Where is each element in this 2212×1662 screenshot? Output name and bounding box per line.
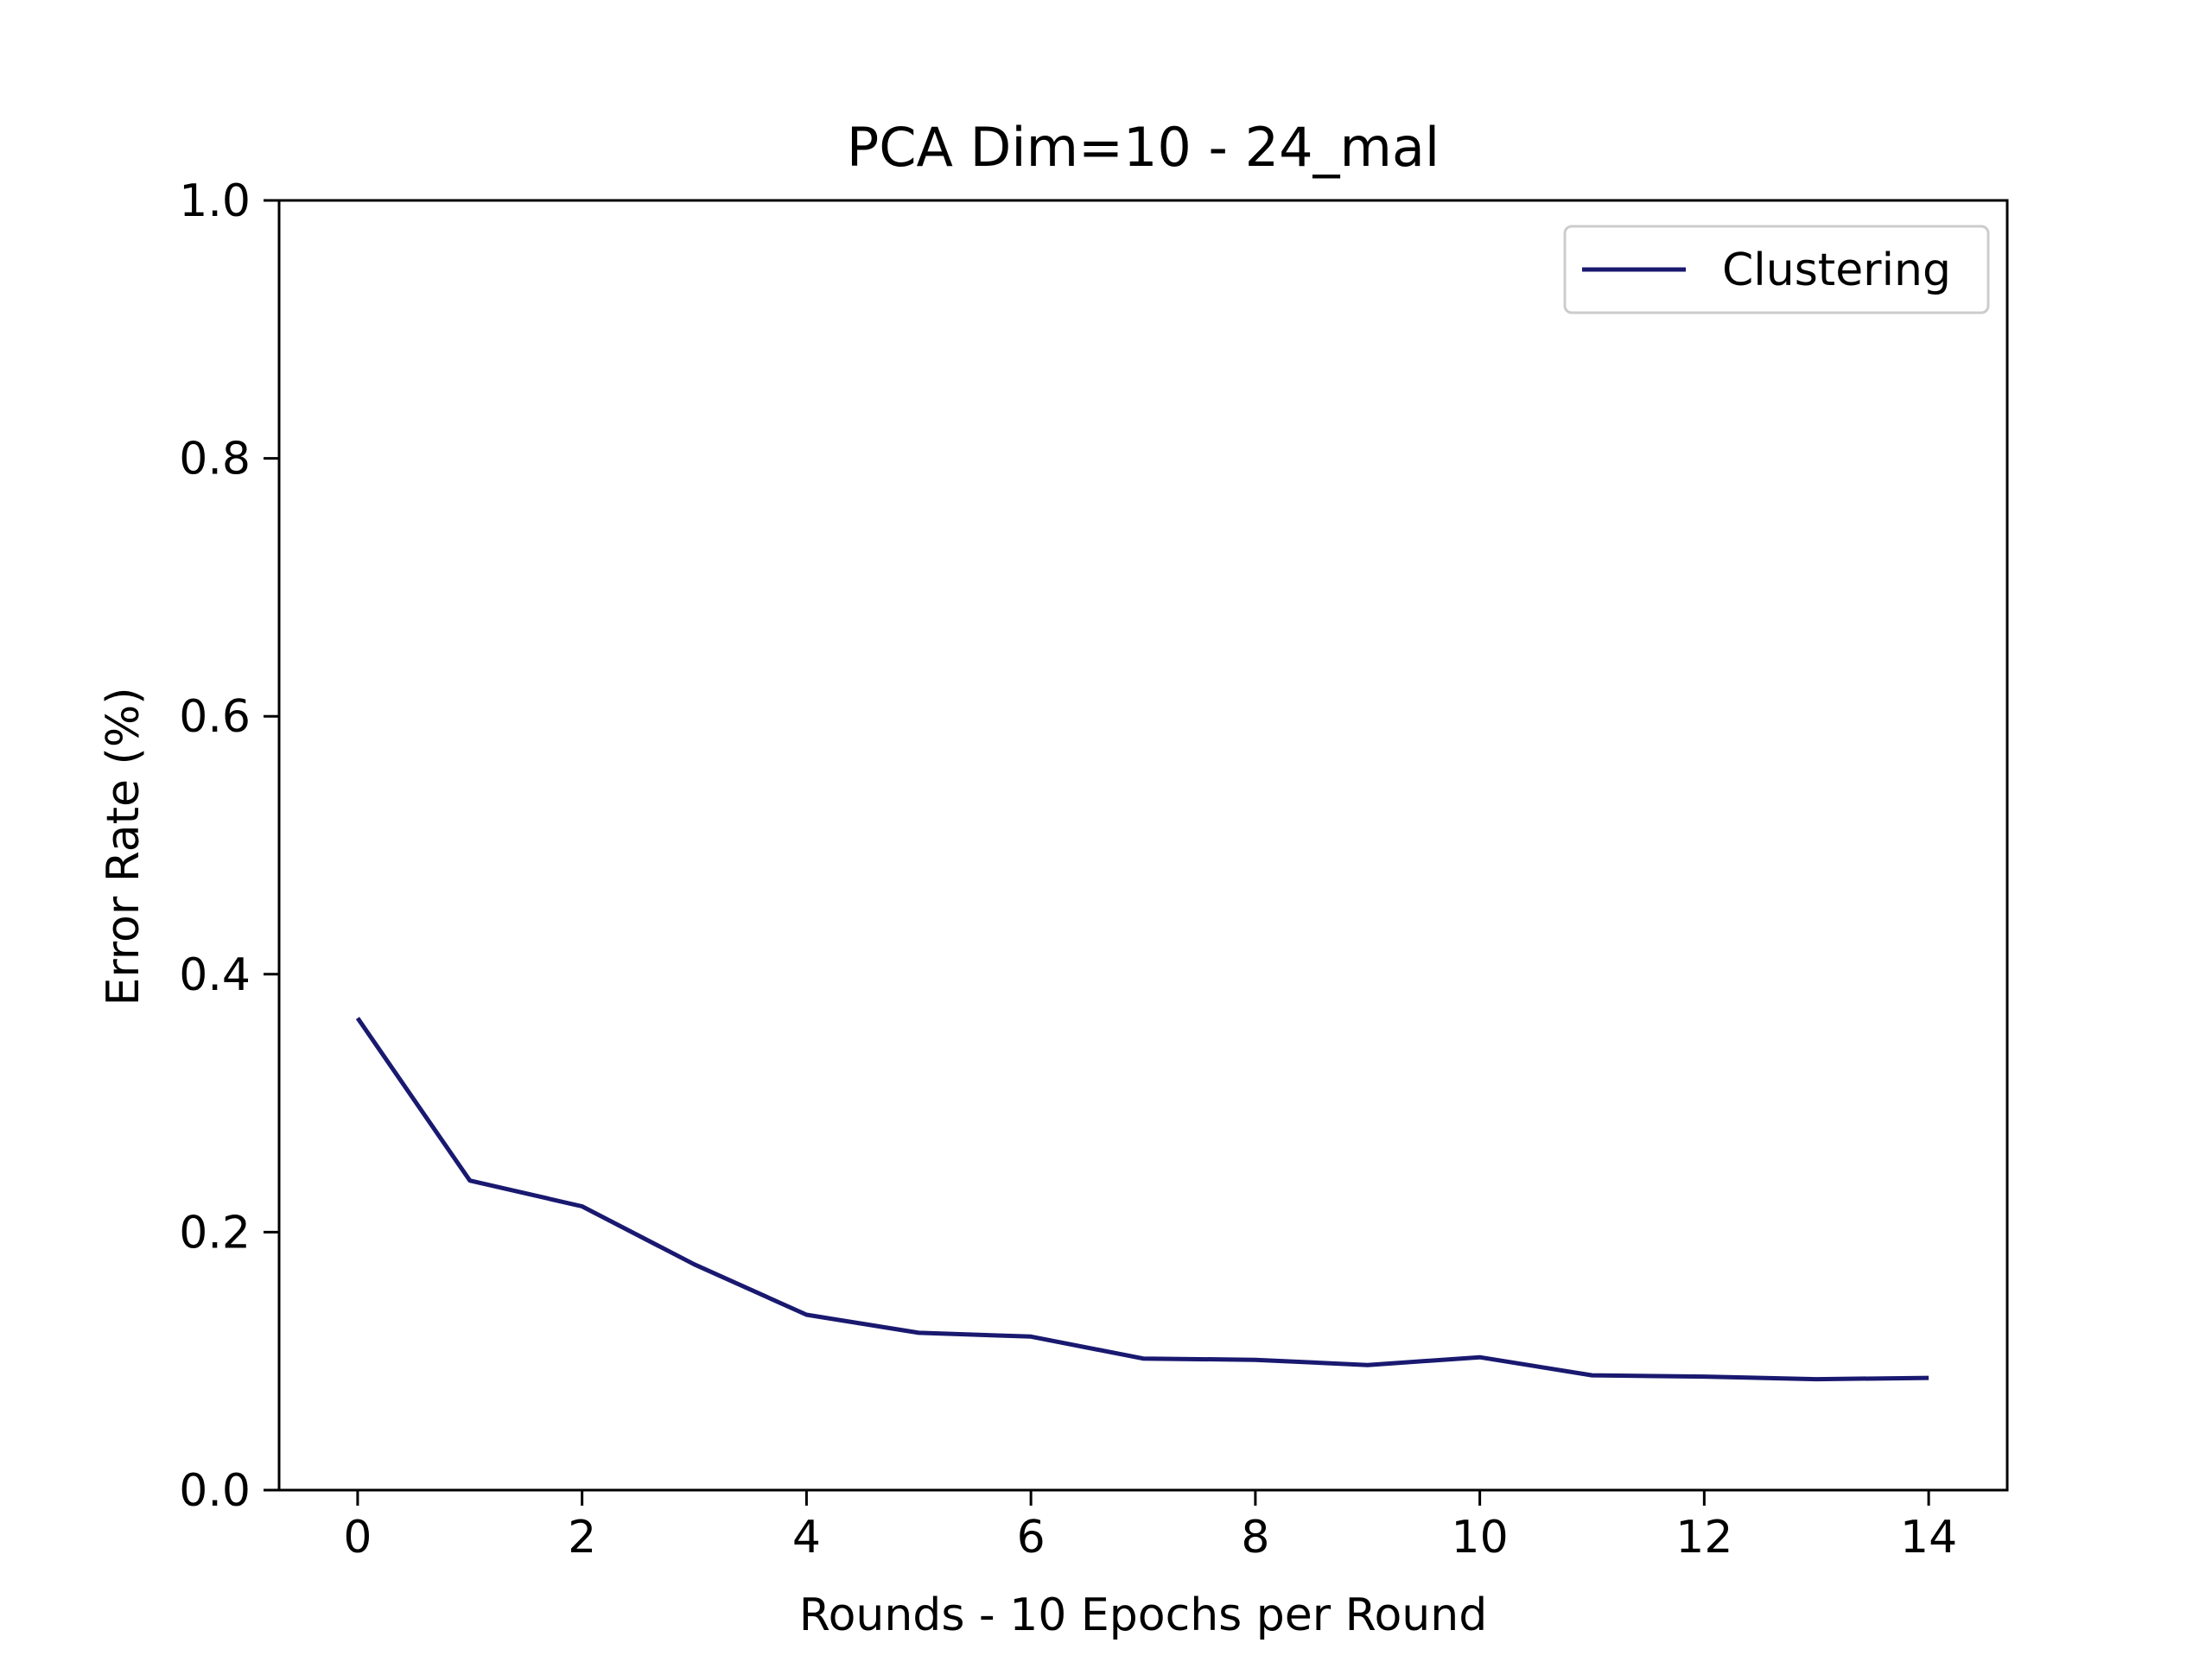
y-tick-label: 0.4 — [179, 949, 251, 1001]
x-tick-label: 2 — [568, 1512, 596, 1564]
legend-box — [1563, 225, 1990, 314]
chart-title: PCA Dim=10 - 24_mal — [847, 116, 1440, 179]
y-tick-label: 0.8 — [179, 434, 251, 485]
plot-area: 0 2 4 6 8 10 12 14 0.0 0.2 0.4 0.6 0.8 1.0 Clustering — [179, 175, 2009, 1564]
x-axis-label: Rounds - 10 Epochs per Round — [799, 1589, 1487, 1641]
x-tick-label: 12 — [1675, 1512, 1732, 1564]
legend-label-0: Clustering — [1722, 244, 1951, 296]
plot-frame — [277, 199, 2009, 1492]
x-tick-label: 4 — [792, 1512, 821, 1564]
x-tick-label: 14 — [1900, 1512, 1957, 1564]
y-axis-label: Error Rate (%) — [98, 687, 149, 1005]
x-tick-label: 10 — [1452, 1512, 1509, 1564]
y-tick-label: 0.0 — [179, 1465, 251, 1517]
series-line-0 — [355, 1017, 1929, 1382]
y-tick-label: 0.2 — [179, 1207, 251, 1259]
x-tick-label: 6 — [1017, 1512, 1046, 1564]
x-tick-label: 0 — [343, 1512, 372, 1564]
y-tick-label: 0.6 — [179, 691, 251, 743]
x-tick-label: 8 — [1241, 1512, 1269, 1564]
y-tick-label: 1.0 — [179, 175, 251, 227]
